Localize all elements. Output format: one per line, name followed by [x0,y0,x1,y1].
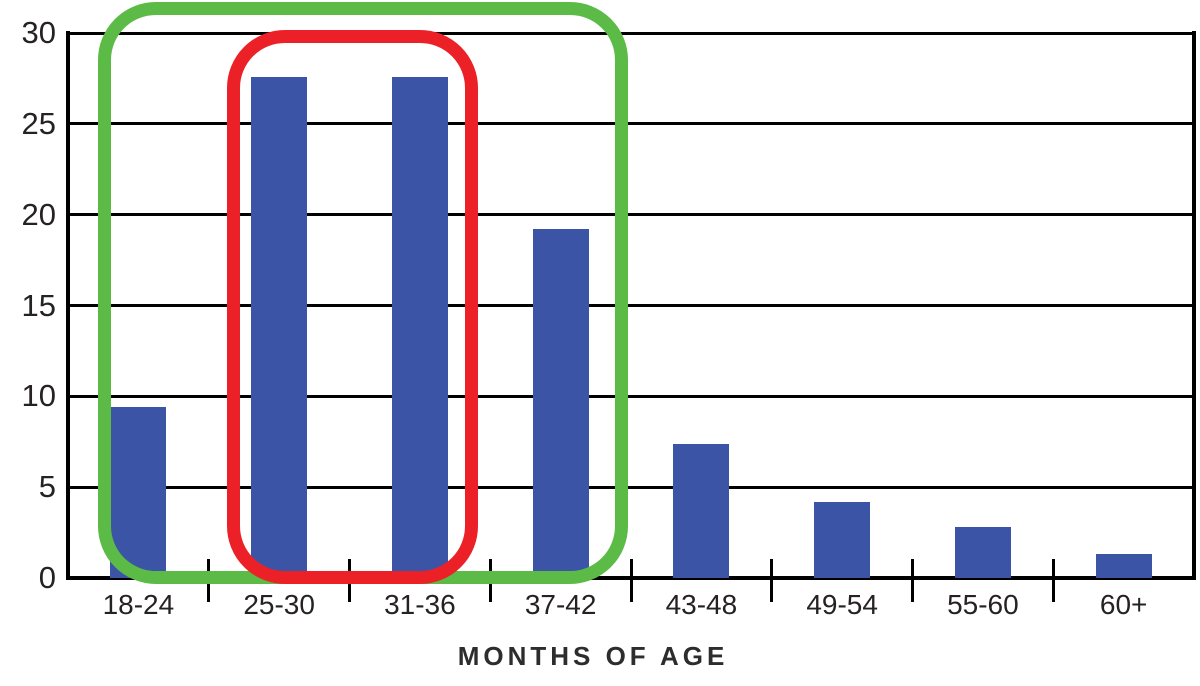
y-tick-label-20: 20 [21,196,56,232]
x-tick-label-49-54: 49-54 [806,589,878,620]
gridline-30 [66,31,1196,35]
gridline-10 [66,394,1196,398]
plot-right-border [1192,31,1196,580]
x-tick-label-55-60: 55-60 [947,589,1019,620]
gridline-25 [66,122,1196,126]
y-tick-label-0: 0 [38,560,56,595]
x-axis-tick [770,559,774,602]
x-axis-tick [1051,559,1055,602]
bar-31-36 [391,76,448,578]
x-axis-tick [911,559,914,602]
bar-49-54 [814,501,871,578]
y-tick-label-10: 10 [21,378,56,414]
gridline-15 [66,304,1196,307]
y-tick-label-15: 15 [21,287,56,323]
y-tick-label-30: 30 [21,15,56,50]
bar-25-30 [251,76,308,578]
x-tick-label-60+: 60+ [1099,589,1148,620]
gridline-5 [66,485,1196,489]
y-tick-label-25: 25 [21,105,56,141]
x-tick-label-43-48: 43-48 [665,589,738,620]
x-tick-label-31-36: 31-36 [384,589,456,620]
x-tick-label-25-30: 25-30 [243,589,315,620]
y-axis-line [66,31,70,580]
gridline-20 [66,213,1196,217]
y-tick-label-5: 5 [38,469,56,505]
x-axis-title: MONTHS OF AGE [457,641,729,671]
x-tick-label-37-42: 37-42 [524,589,597,620]
bar-37-42 [532,229,589,578]
x-tick-label-18-24: 18-24 [102,589,175,620]
bar-43-48 [673,443,730,578]
bar-60+ [1095,554,1152,578]
bar-18-24 [110,407,167,578]
bar-55-60 [954,527,1011,578]
x-axis-tick [629,559,633,602]
